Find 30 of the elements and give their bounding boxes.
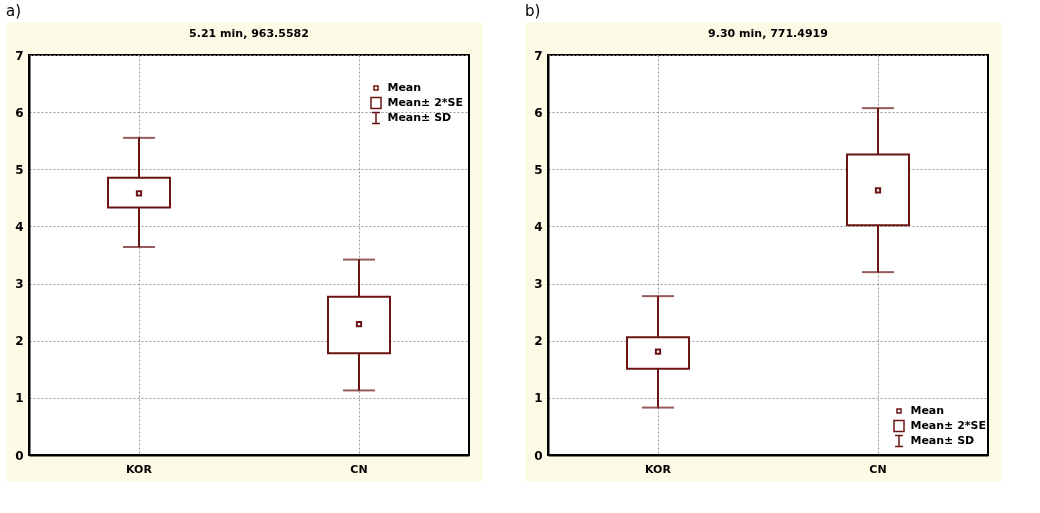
annotation: Mean± 2*SE — [387, 95, 463, 110]
y-tick-label: 0 — [15, 448, 24, 463]
y-tick-label: 7 — [15, 48, 24, 63]
y-tick-label: 2 — [534, 334, 543, 349]
y-tick-label: 6 — [534, 105, 543, 120]
y-tick-label: 4 — [15, 219, 24, 234]
x-tick-label: KOR — [126, 462, 153, 476]
y-tick-label: 7 — [534, 48, 543, 63]
y-tick-label: 1 — [534, 391, 543, 406]
annotation: Mean — [387, 80, 422, 95]
y-tick-label: 6 — [15, 105, 24, 120]
annotation: Mean± SD — [387, 110, 452, 125]
y-tick-label: 5 — [534, 162, 543, 177]
annotation: Mean± SD — [910, 433, 975, 448]
chart-subtitle: a) — [6, 1, 23, 22]
annotation: Mean± 2*SE — [910, 418, 986, 433]
chart-title: 9.30 min, 771.4919 — [708, 27, 828, 40]
x-tick-label: KOR — [645, 462, 672, 476]
y-tick-label: 1 — [15, 391, 24, 406]
y-tick-label: 3 — [534, 277, 543, 292]
y-tick-label: 5 — [15, 162, 24, 177]
x-tick-label: CN — [350, 462, 368, 476]
annotation: Mean — [910, 403, 945, 418]
chart-title: 5.21 min, 963.5582 — [189, 27, 309, 40]
y-tick-label: 3 — [15, 277, 24, 292]
chart-subtitle: b) — [525, 1, 542, 22]
x-tick-label: CN — [869, 462, 887, 476]
y-tick-label: 2 — [15, 334, 24, 349]
y-tick-label: 0 — [534, 448, 543, 463]
y-tick-label: 4 — [534, 219, 543, 234]
